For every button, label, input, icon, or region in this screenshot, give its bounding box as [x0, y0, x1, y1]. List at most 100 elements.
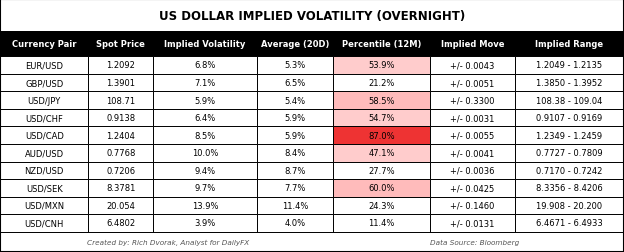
Text: 1.2092: 1.2092: [106, 61, 135, 70]
Bar: [154, 32, 257, 57]
Text: 53.9%: 53.9%: [368, 61, 395, 70]
Bar: [154, 92, 257, 109]
Text: 0.9138: 0.9138: [106, 114, 135, 123]
Text: 21.2%: 21.2%: [368, 79, 395, 88]
Bar: [515, 144, 624, 162]
Bar: [430, 214, 515, 232]
Bar: [333, 92, 430, 109]
Bar: [333, 197, 430, 214]
Bar: [430, 197, 515, 214]
Text: Currency Pair: Currency Pair: [12, 40, 77, 49]
Text: +/- 0.0425: +/- 0.0425: [450, 184, 494, 193]
Bar: [0, 74, 89, 92]
Text: 60.0%: 60.0%: [368, 184, 395, 193]
Bar: [430, 109, 515, 127]
Bar: [154, 57, 257, 74]
Bar: [515, 74, 624, 92]
Text: USD/CAD: USD/CAD: [25, 131, 64, 140]
Text: 0.7727 - 0.7809: 0.7727 - 0.7809: [536, 149, 603, 158]
Bar: [89, 127, 154, 144]
Bar: [430, 144, 515, 162]
Bar: [257, 32, 333, 57]
Bar: [430, 74, 515, 92]
Bar: [154, 162, 257, 179]
Text: USD/MXN: USD/MXN: [24, 201, 64, 210]
Bar: [515, 179, 624, 197]
Bar: [257, 127, 333, 144]
Text: 10.0%: 10.0%: [192, 149, 218, 158]
Text: 24.3%: 24.3%: [368, 201, 395, 210]
Text: AUD/USD: AUD/USD: [24, 149, 64, 158]
Bar: [0, 162, 89, 179]
Bar: [89, 162, 154, 179]
Bar: [430, 127, 515, 144]
Text: 0.7206: 0.7206: [106, 166, 135, 175]
Bar: [257, 92, 333, 109]
Bar: [0, 32, 89, 57]
Text: +/- 0.1460: +/- 0.1460: [450, 201, 495, 210]
Bar: [154, 214, 257, 232]
Text: +/- 0.0043: +/- 0.0043: [450, 61, 495, 70]
Text: 1.3850 - 1.3952: 1.3850 - 1.3952: [536, 79, 603, 88]
Bar: [333, 127, 430, 144]
Bar: [430, 57, 515, 74]
Text: 3.9%: 3.9%: [195, 219, 216, 228]
Bar: [430, 92, 515, 109]
Text: USD/SEK: USD/SEK: [26, 184, 62, 193]
Bar: [515, 57, 624, 74]
Text: 0.7170 - 0.7242: 0.7170 - 0.7242: [536, 166, 603, 175]
Text: +/- 0.0055: +/- 0.0055: [450, 131, 494, 140]
Bar: [257, 144, 333, 162]
Text: 5.4%: 5.4%: [285, 96, 306, 105]
Bar: [0, 179, 89, 197]
Bar: [333, 214, 430, 232]
Bar: [0, 232, 624, 252]
Bar: [333, 32, 430, 57]
Bar: [333, 179, 430, 197]
Text: +/- 0.3300: +/- 0.3300: [450, 96, 495, 105]
Bar: [333, 57, 430, 74]
Text: 7.1%: 7.1%: [195, 79, 216, 88]
Bar: [89, 179, 154, 197]
Bar: [333, 109, 430, 127]
Text: 8.3356 - 8.4206: 8.3356 - 8.4206: [536, 184, 603, 193]
Bar: [89, 57, 154, 74]
Text: 13.9%: 13.9%: [192, 201, 218, 210]
Bar: [257, 74, 333, 92]
Bar: [257, 109, 333, 127]
Text: 54.7%: 54.7%: [368, 114, 395, 123]
Text: Data Source: Bloomberg: Data Source: Bloomberg: [429, 239, 519, 245]
Bar: [89, 109, 154, 127]
Bar: [154, 127, 257, 144]
Text: 8.5%: 8.5%: [195, 131, 216, 140]
Bar: [430, 32, 515, 57]
Text: 1.2349 - 1.2459: 1.2349 - 1.2459: [537, 131, 602, 140]
Text: 0.7768: 0.7768: [106, 149, 135, 158]
Text: 1.2404: 1.2404: [106, 131, 135, 140]
Text: 1.3901: 1.3901: [106, 79, 135, 88]
Bar: [257, 57, 333, 74]
Bar: [515, 162, 624, 179]
Text: USD/CHF: USD/CHF: [25, 114, 63, 123]
Text: Created by: Rich Dvorak, Analyst for DailyFX: Created by: Rich Dvorak, Analyst for Dai…: [87, 239, 250, 245]
Bar: [333, 162, 430, 179]
Text: 20.054: 20.054: [106, 201, 135, 210]
Bar: [154, 179, 257, 197]
Text: +/- 0.0131: +/- 0.0131: [450, 219, 495, 228]
Bar: [0, 92, 89, 109]
Text: 108.71: 108.71: [106, 96, 135, 105]
Text: 11.4%: 11.4%: [368, 219, 395, 228]
Bar: [154, 197, 257, 214]
Text: Percentile (12M): Percentile (12M): [342, 40, 421, 49]
Text: 1.2049 - 1.2135: 1.2049 - 1.2135: [537, 61, 602, 70]
Bar: [257, 214, 333, 232]
Text: 4.0%: 4.0%: [285, 219, 306, 228]
Text: 7.7%: 7.7%: [285, 184, 306, 193]
Text: 5.9%: 5.9%: [195, 96, 216, 105]
Text: 6.5%: 6.5%: [285, 79, 306, 88]
Bar: [0, 109, 89, 127]
Bar: [515, 127, 624, 144]
Text: USD/JPY: USD/JPY: [27, 96, 61, 105]
Text: 6.8%: 6.8%: [194, 61, 216, 70]
Text: Average (20D): Average (20D): [261, 40, 329, 49]
